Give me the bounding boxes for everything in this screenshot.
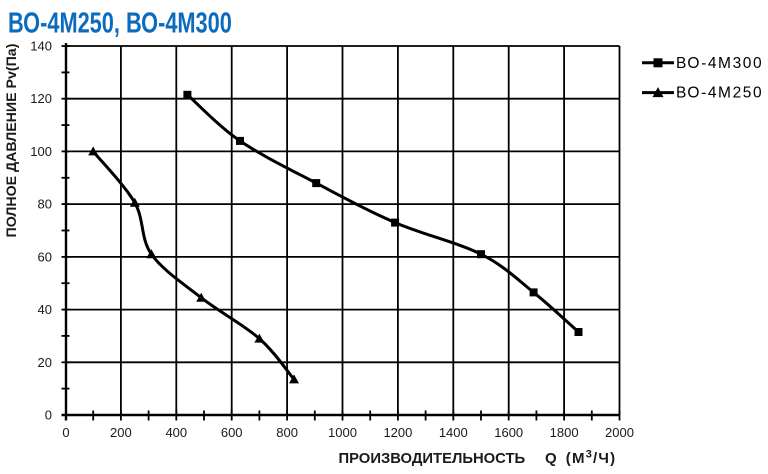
svg-text:(М3/Ч): (М3/Ч) <box>566 449 617 468</box>
svg-text:ВО-4М250, ВО-4М300: ВО-4М250, ВО-4М300 <box>8 7 232 39</box>
svg-text:100: 100 <box>30 144 52 159</box>
svg-text:800: 800 <box>276 425 298 440</box>
svg-text:1200: 1200 <box>383 425 412 440</box>
svg-text:ПРОИЗВОДИТЕЛЬНОСТЬ: ПРОИЗВОДИТЕЛЬНОСТЬ <box>339 451 526 467</box>
svg-text:400: 400 <box>165 425 187 440</box>
svg-text:ПОЛНОЕ ДАВЛЕНИЕ Pv(Па): ПОЛНОЕ ДАВЛЕНИЕ Pv(Па) <box>4 43 20 237</box>
svg-text:20: 20 <box>38 355 52 370</box>
svg-text:600: 600 <box>221 425 243 440</box>
svg-text:140: 140 <box>30 39 52 54</box>
svg-text:1000: 1000 <box>328 425 357 440</box>
svg-text:ВО-4М300: ВО-4М300 <box>676 55 763 72</box>
svg-text:200: 200 <box>110 425 132 440</box>
svg-text:0: 0 <box>62 425 69 440</box>
svg-text:80: 80 <box>38 197 52 212</box>
svg-text:Q: Q <box>545 450 557 467</box>
svg-text:1800: 1800 <box>550 425 579 440</box>
svg-text:2000: 2000 <box>605 425 634 440</box>
svg-text:1600: 1600 <box>494 425 523 440</box>
svg-text:60: 60 <box>38 249 52 264</box>
svg-text:0: 0 <box>45 408 52 423</box>
svg-text:ВО-4М250: ВО-4М250 <box>676 85 763 102</box>
svg-text:120: 120 <box>30 91 52 106</box>
svg-text:1400: 1400 <box>439 425 468 440</box>
svg-text:40: 40 <box>38 302 52 317</box>
